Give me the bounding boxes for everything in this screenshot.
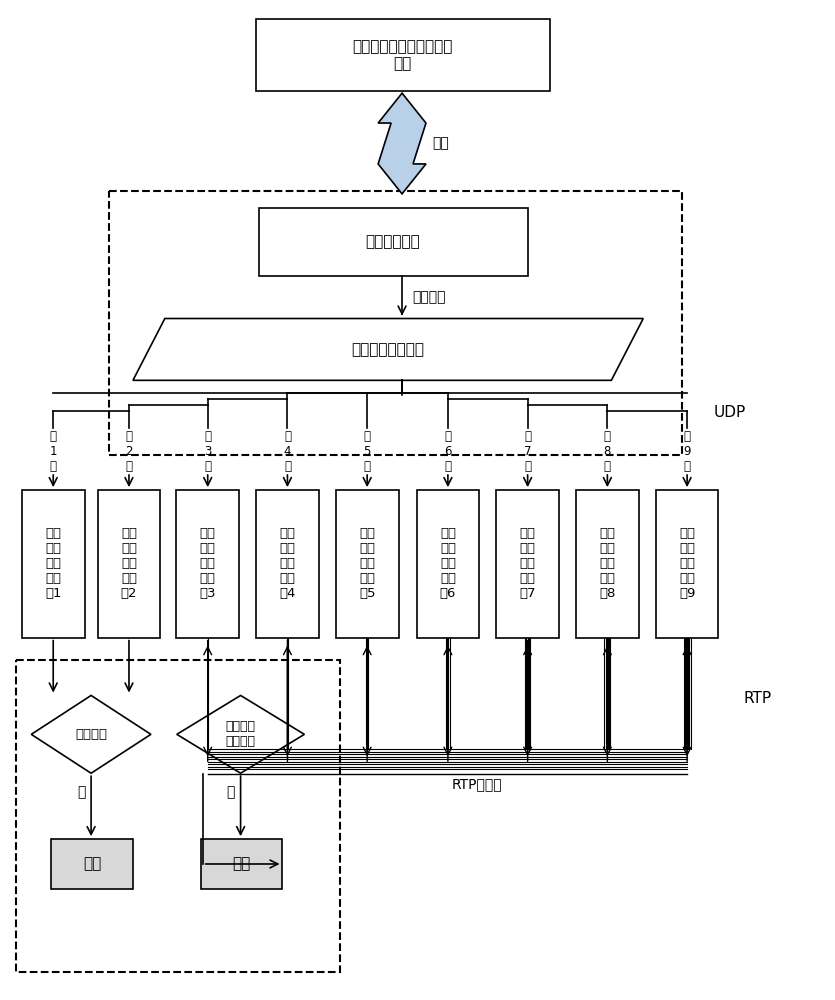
Text: 音频
采集
和接
收模
块8: 音频 采集 和接 收模 块8 — [600, 527, 615, 600]
Text: 第
6
列: 第 6 列 — [444, 430, 452, 473]
Bar — [17, 660, 340, 972]
Text: 是否监听
位置终端: 是否监听 位置终端 — [225, 720, 256, 748]
Text: 第
3
列: 第 3 列 — [204, 430, 211, 473]
Text: 第
5
列: 第 5 列 — [363, 430, 371, 473]
Bar — [256, 19, 549, 91]
Bar — [98, 490, 160, 638]
Text: 第
7
列: 第 7 列 — [524, 430, 531, 473]
Text: 逻辑解算: 逻辑解算 — [412, 290, 446, 304]
Text: 播放: 播放 — [232, 856, 250, 871]
Bar — [655, 490, 718, 638]
Text: 音频
采集
和接
收模
块3: 音频 采集 和接 收模 块3 — [200, 527, 216, 600]
Polygon shape — [378, 93, 426, 194]
Text: 音频
采集
和接
收模
块1: 音频 采集 和接 收模 块1 — [45, 527, 62, 600]
Bar — [22, 490, 84, 638]
Text: 语音通信状态矩阵: 语音通信状态矩阵 — [352, 342, 425, 357]
Text: 音频
采集
和接
收模
块5: 音频 采集 和接 收模 块5 — [359, 527, 376, 600]
Bar — [496, 490, 559, 638]
Bar — [417, 490, 479, 638]
Bar — [176, 490, 239, 638]
Text: 第
1
列: 第 1 列 — [49, 430, 57, 473]
Text: 音频
采集
和接
收模
块6: 音频 采集 和接 收模 块6 — [440, 527, 456, 600]
Text: 串口: 串口 — [432, 136, 448, 150]
Text: 音频
采集
和接
收模
块9: 音频 采集 和接 收模 块9 — [679, 527, 696, 600]
Bar — [109, 191, 682, 455]
Text: 第
9
列: 第 9 列 — [683, 430, 691, 473]
Text: 是: 是 — [77, 785, 85, 799]
Bar — [259, 208, 528, 276]
Text: UDP: UDP — [714, 405, 746, 420]
Text: 音频
采集
和接
收模
块2: 音频 采集 和接 收模 块2 — [121, 527, 137, 600]
Text: 音频
采集
和接
收模
块4: 音频 采集 和接 收模 块4 — [279, 527, 296, 600]
Bar — [336, 490, 398, 638]
Text: 语音通信主机: 语音通信主机 — [366, 234, 421, 249]
Text: 是否录音: 是否录音 — [75, 728, 107, 741]
Polygon shape — [177, 695, 305, 773]
Bar — [576, 490, 639, 638]
Text: RTP: RTP — [744, 691, 772, 706]
Text: 控制信号采集与状态显示
模块: 控制信号采集与状态显示 模块 — [352, 39, 453, 71]
Polygon shape — [133, 319, 643, 380]
Text: 是: 是 — [226, 785, 235, 799]
Polygon shape — [31, 695, 151, 773]
Bar — [256, 490, 319, 638]
Text: 录音: 录音 — [83, 856, 101, 871]
Text: 第
4
列: 第 4 列 — [284, 430, 291, 473]
Text: 第
8
列: 第 8 列 — [604, 430, 611, 473]
Bar — [51, 839, 133, 889]
Text: 音频
采集
和接
收模
块7: 音频 采集 和接 收模 块7 — [519, 527, 536, 600]
Text: RTP语音流: RTP语音流 — [452, 777, 503, 791]
Text: 第
2
列: 第 2 列 — [125, 430, 133, 473]
Bar — [200, 839, 282, 889]
